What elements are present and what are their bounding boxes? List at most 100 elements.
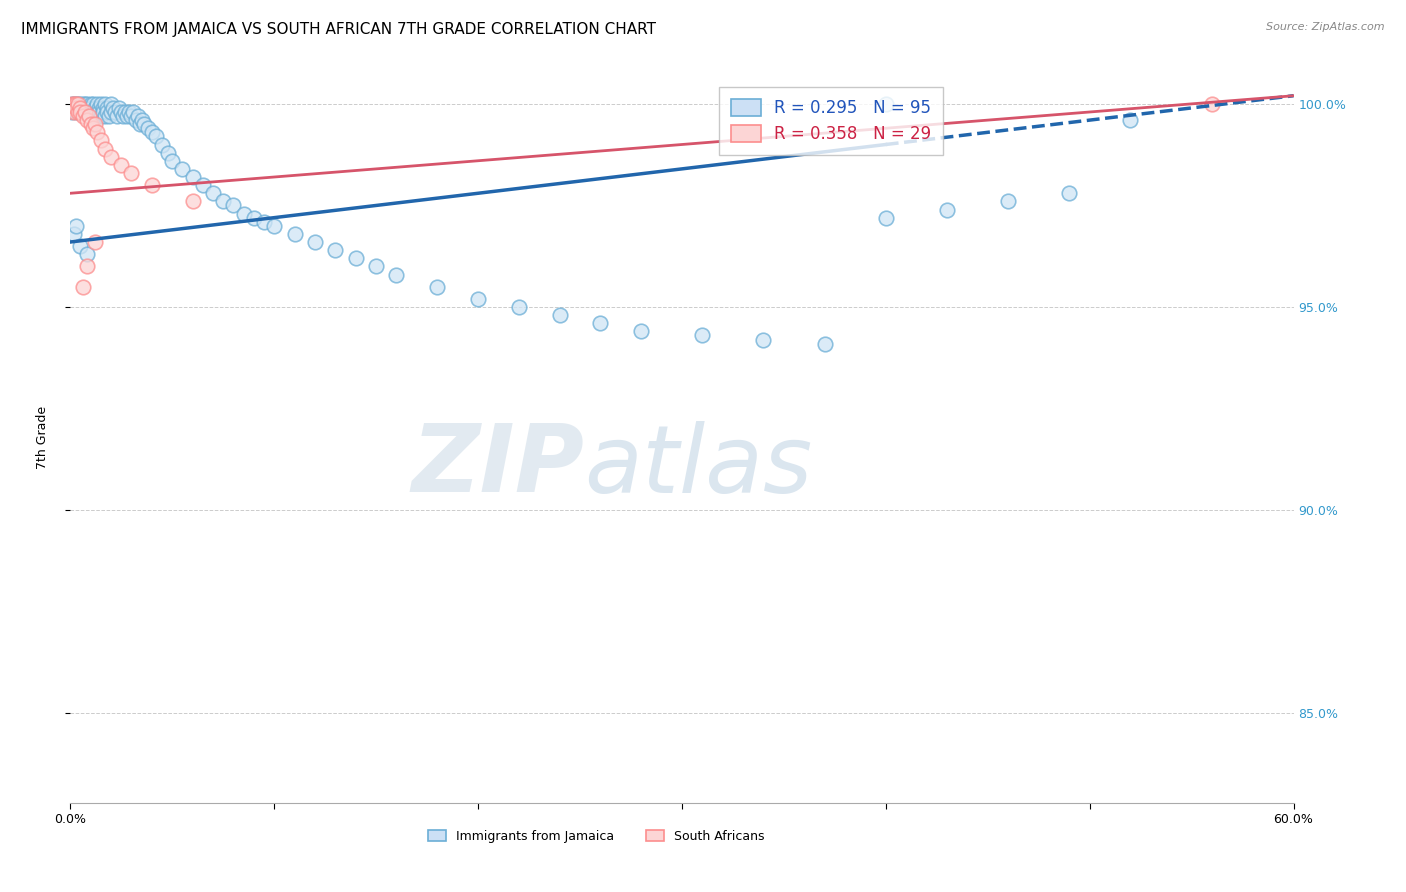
Point — [76, 247, 98, 261]
Point — [157, 145, 180, 160]
Point — [630, 325, 652, 339]
Text: IMMIGRANTS FROM JAMAICA VS SOUTH AFRICAN 7TH GRADE CORRELATION CHART: IMMIGRANTS FROM JAMAICA VS SOUTH AFRICAN… — [21, 22, 657, 37]
Point — [104, 105, 127, 120]
Point — [172, 161, 194, 176]
Point — [94, 96, 117, 111]
Point — [76, 96, 98, 111]
Point — [253, 215, 276, 229]
Point — [108, 101, 131, 115]
Point — [65, 96, 87, 111]
Point — [508, 300, 530, 314]
Point — [63, 101, 86, 115]
Point — [67, 96, 90, 111]
Point — [222, 198, 245, 212]
Point — [128, 117, 150, 131]
Point — [141, 125, 163, 139]
Point — [344, 252, 367, 266]
Point — [118, 105, 141, 120]
Legend: Immigrants from Jamaica, South Africans: Immigrants from Jamaica, South Africans — [423, 825, 770, 847]
Point — [82, 105, 104, 120]
Point — [131, 113, 153, 128]
Point — [150, 137, 173, 152]
Point — [132, 117, 155, 131]
Point — [98, 109, 121, 123]
Point — [94, 109, 117, 123]
Point — [96, 101, 118, 115]
Point — [91, 105, 114, 120]
Point — [232, 206, 254, 220]
Point — [94, 142, 117, 156]
Point — [90, 133, 112, 147]
Point — [112, 109, 135, 123]
Point — [90, 96, 112, 111]
Point — [60, 105, 83, 120]
Y-axis label: 7th Grade: 7th Grade — [37, 406, 49, 468]
Point — [366, 260, 388, 274]
Point — [63, 227, 86, 241]
Point — [243, 211, 266, 225]
Point — [83, 109, 105, 123]
Point — [813, 336, 835, 351]
Point — [191, 178, 214, 193]
Point — [136, 121, 159, 136]
Point — [181, 169, 204, 184]
Point — [86, 105, 108, 120]
Point — [82, 96, 104, 111]
Point — [79, 101, 103, 115]
Point — [76, 101, 98, 115]
Point — [690, 328, 713, 343]
Point — [67, 101, 90, 115]
Text: atlas: atlas — [583, 421, 813, 512]
Point — [304, 235, 326, 249]
Point — [110, 158, 132, 172]
Point — [1057, 186, 1080, 201]
Point — [997, 194, 1019, 209]
Point — [82, 121, 104, 136]
Point — [72, 109, 94, 123]
Point — [69, 105, 91, 120]
Point — [87, 101, 110, 115]
Point — [875, 96, 897, 111]
Point — [83, 101, 105, 115]
Point — [96, 105, 118, 120]
Point — [63, 105, 86, 120]
Point — [73, 105, 96, 120]
Point — [467, 292, 489, 306]
Point — [72, 279, 94, 293]
Point — [1201, 96, 1223, 111]
Point — [87, 105, 110, 120]
Point — [124, 113, 146, 128]
Point — [121, 166, 143, 180]
Point — [100, 150, 122, 164]
Point — [181, 194, 204, 209]
Point — [83, 117, 105, 131]
Point — [60, 101, 83, 115]
Point — [86, 96, 108, 111]
Point — [121, 109, 143, 123]
Point — [117, 109, 139, 123]
Point — [60, 96, 83, 111]
Point — [65, 96, 87, 111]
Point — [73, 96, 96, 111]
Point — [65, 101, 87, 115]
Point — [323, 243, 347, 257]
Point — [76, 113, 98, 128]
Point — [69, 105, 91, 120]
Point — [72, 96, 94, 111]
Point — [65, 219, 87, 233]
Point — [69, 101, 91, 115]
Point — [284, 227, 307, 241]
Point — [69, 96, 91, 111]
Point — [77, 105, 100, 120]
Point — [110, 105, 132, 120]
Point — [752, 333, 775, 347]
Point — [67, 96, 90, 111]
Point — [875, 211, 897, 225]
Point — [936, 202, 959, 217]
Point — [212, 194, 235, 209]
Point — [91, 101, 114, 115]
Point — [100, 105, 122, 120]
Point — [79, 117, 103, 131]
Point — [162, 153, 183, 168]
Point — [263, 219, 285, 233]
